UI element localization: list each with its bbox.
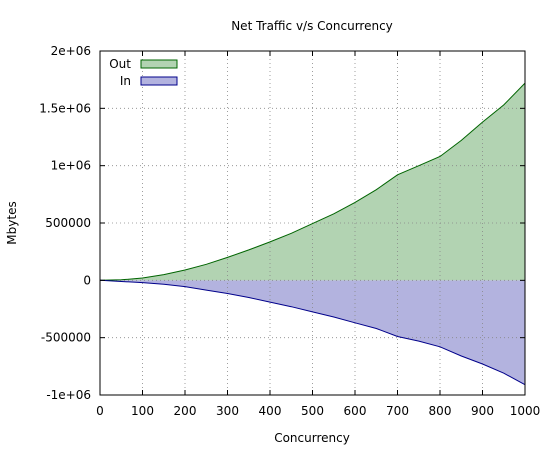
- legend-label-out: Out: [109, 57, 131, 71]
- x-tick-label: 600: [344, 404, 367, 418]
- x-axis-ticks: 0 100 200 300 400 500 600 700 800 900 1000: [96, 51, 540, 418]
- y-tick-label: 1.5e+06: [39, 101, 91, 115]
- chart-title: Net Traffic v/s Concurrency: [231, 19, 393, 33]
- x-tick-label: 200: [174, 404, 197, 418]
- x-tick-label: 500: [301, 404, 324, 418]
- y-tick-label: 0: [83, 273, 91, 287]
- y-tick-label: 1e+06: [51, 159, 91, 173]
- y-tick-label: 500000: [45, 216, 91, 230]
- legend-swatch-in: [140, 76, 178, 86]
- series-lines: [99, 82, 526, 386]
- grid-lines: [100, 51, 525, 395]
- x-tick-label: 400: [259, 404, 282, 418]
- x-tick-label: 100: [131, 404, 154, 418]
- x-tick-label: 1000: [510, 404, 541, 418]
- legend-label-in: In: [120, 74, 131, 88]
- x-tick-label: 0: [96, 404, 104, 418]
- series-fills: [100, 83, 525, 385]
- series-area-out: [100, 83, 525, 281]
- y-axis-ticks: -1e+06 -500000 0 500000 1e+06 1.5e+06 2e+06: [39, 44, 525, 402]
- y-tick-label: 2e+06: [51, 44, 91, 58]
- y-tick-label: -1e+06: [46, 388, 91, 402]
- legend: Out In: [109, 57, 178, 88]
- series-line-in: [99, 279, 526, 386]
- x-tick-label: 700: [386, 404, 409, 418]
- y-axis-label: Mbytes: [5, 201, 19, 244]
- x-tick-label: 900: [471, 404, 494, 418]
- x-tick-label: 300: [216, 404, 239, 418]
- legend-swatch-out: [140, 59, 178, 69]
- x-axis-label: Concurrency: [274, 431, 350, 445]
- y-tick-label: -500000: [41, 331, 91, 345]
- x-tick-label: 800: [429, 404, 452, 418]
- series-line-out: [99, 82, 526, 281]
- series-area-in: [100, 280, 525, 385]
